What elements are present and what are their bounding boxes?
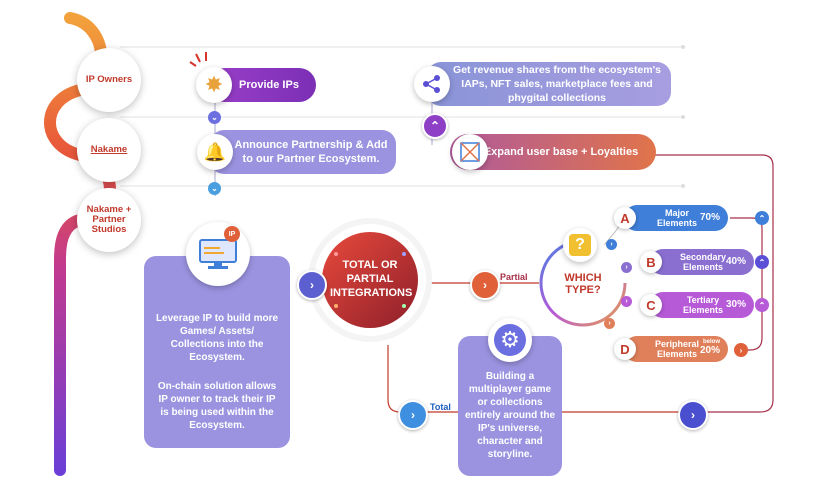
type-pct-prefix: below [702,339,720,345]
chevron-up-icon: ⌃ [755,255,769,269]
ring-dot-icon: › [621,262,632,273]
type-secondary-pill: Secondary Elements 40% [650,249,754,275]
chevron-up-icon: ⌃ [755,211,769,225]
ring-dot-icon: › [606,239,617,250]
bell-icon: 🔔 [197,134,233,170]
expand-step: Expand user base + Loyalties [450,134,656,170]
type-letter-c: C [640,294,662,316]
chevron-down-icon: ⌄ [208,111,221,124]
monitor-ip-icon [186,222,250,286]
type-major-pill: Major Elements 70% [624,205,728,231]
which-type-label: WHICH TYPE? [564,272,602,296]
partial-label: Partial [500,272,528,282]
step-label: Expand user base + Loyalties [483,146,639,158]
type-name: Major Elements [656,208,698,228]
step-label: Get revenue shares from the ecosystem's … [453,64,661,104]
lane-nakame-partner: Nakame + Partner Studios [77,188,141,252]
chevron-right-icon: › [470,270,500,300]
chevron-up-icon: ⌃ [755,298,769,312]
type-letter-d: D [614,338,636,360]
network-icon [452,134,488,170]
step-label: Provide IPs [239,79,299,91]
onchain-text: On-chain solution allows IP owner to tra… [157,381,277,431]
type-pct: 20% [699,345,720,356]
type-letter-b: B [640,251,662,273]
revenue-step: Get revenue shares from the ecosystem's … [427,62,671,106]
lane-label: IP Owners [85,74,133,85]
sunburst-icon: ✸ [196,67,232,103]
type-pct: 70% [699,212,720,223]
type-letter-a: A [614,207,636,229]
chevron-down-icon: ⌄ [208,182,221,195]
lane-label: Nakame [90,144,128,155]
ip-badge-label: IP [228,230,236,238]
sparkle-lines [189,52,207,67]
lane-nakame: Nakame [77,118,141,182]
lane-label: Nakame + Partner Studios [86,204,132,235]
ring-dot-icon: › [604,318,615,329]
type-name: Secondary Elements [679,252,727,272]
type-name: Peripheral Elements [654,339,700,359]
leverage-panel: Leverage IP to build more Games/ Assets/… [144,256,290,448]
share-icon [414,66,450,102]
building-text: Building a multiplayer game or collectio… [464,371,555,460]
integrations-label: TOTAL OR PARTIAL INTEGRATIONS [330,259,413,299]
chevron-up-icon: ⌃ [422,113,448,139]
gear-icon: ⚙ [488,318,532,362]
chevron-right-icon: › [678,400,708,430]
type-peripheral-pill: Peripheral Elements below 20% [624,336,728,362]
ring-dot-icon: › [621,296,632,307]
type-pct: 40% [725,256,746,267]
type-tertiary-pill: Tertiary Elements 30% [650,292,754,318]
type-name: Tertiary Elements [682,295,724,315]
announce-step: Announce Partnership & Add to our Partne… [210,130,396,174]
chevron-right-icon: › [734,343,748,357]
total-label: Total [430,402,451,412]
type-pct: 30% [725,299,746,310]
ip-badge: IP [224,226,240,242]
chevron-right-icon: › [398,400,428,430]
building-panel: Building a multiplayer game or collectio… [458,336,562,476]
question-icon: ? [563,228,597,262]
step-label: Announce Partnership & Add to our Partne… [234,139,388,165]
lane-ip-owners: IP Owners [77,48,141,112]
chevron-right-icon: › [297,270,327,300]
leverage-text: Leverage IP to build more Games/ Assets/… [155,313,279,363]
